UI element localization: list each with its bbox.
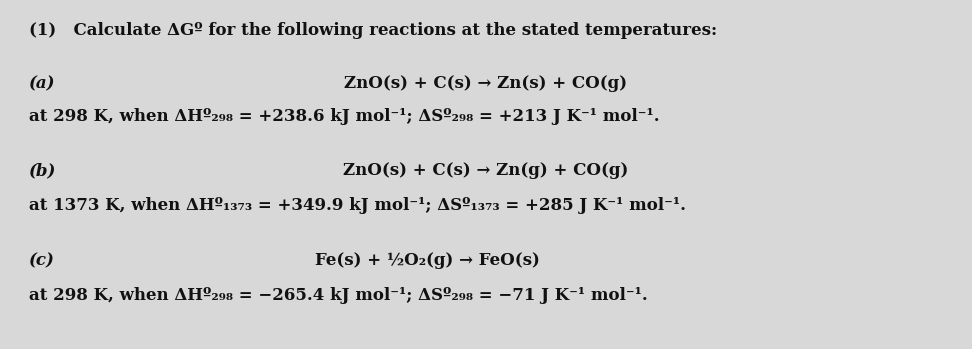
Text: at 1373 K, when ΔHº₁₃₇₃ = +349.9 kJ mol⁻¹; ΔSº₁₃₇₃ = +285 J K⁻¹ mol⁻¹.: at 1373 K, when ΔHº₁₃₇₃ = +349.9 kJ mol⁻… [29, 197, 686, 214]
Text: (a): (a) [29, 75, 55, 92]
Text: (c): (c) [29, 252, 55, 269]
Text: ZnO(s) + C(s) → Zn(s) + CO(g): ZnO(s) + C(s) → Zn(s) + CO(g) [344, 75, 628, 92]
Text: (1)   Calculate ΔGº for the following reactions at the stated temperatures:: (1) Calculate ΔGº for the following reac… [29, 22, 717, 39]
Text: Fe(s) + ½O₂(g) → FeO(s): Fe(s) + ½O₂(g) → FeO(s) [315, 252, 540, 269]
Text: (b): (b) [29, 162, 56, 179]
Text: at 298 K, when ΔHº₂₉₈ = −265.4 kJ mol⁻¹; ΔSº₂₉₈ = −71 J K⁻¹ mol⁻¹.: at 298 K, when ΔHº₂₉₈ = −265.4 kJ mol⁻¹;… [29, 287, 648, 304]
Text: at 298 K, when ΔHº₂₉₈ = +238.6 kJ mol⁻¹; ΔSº₂₉₈ = +213 J K⁻¹ mol⁻¹.: at 298 K, when ΔHº₂₉₈ = +238.6 kJ mol⁻¹;… [29, 108, 660, 125]
Text: ZnO(s) + C(s) → Zn(g) + CO(g): ZnO(s) + C(s) → Zn(g) + CO(g) [343, 162, 629, 179]
